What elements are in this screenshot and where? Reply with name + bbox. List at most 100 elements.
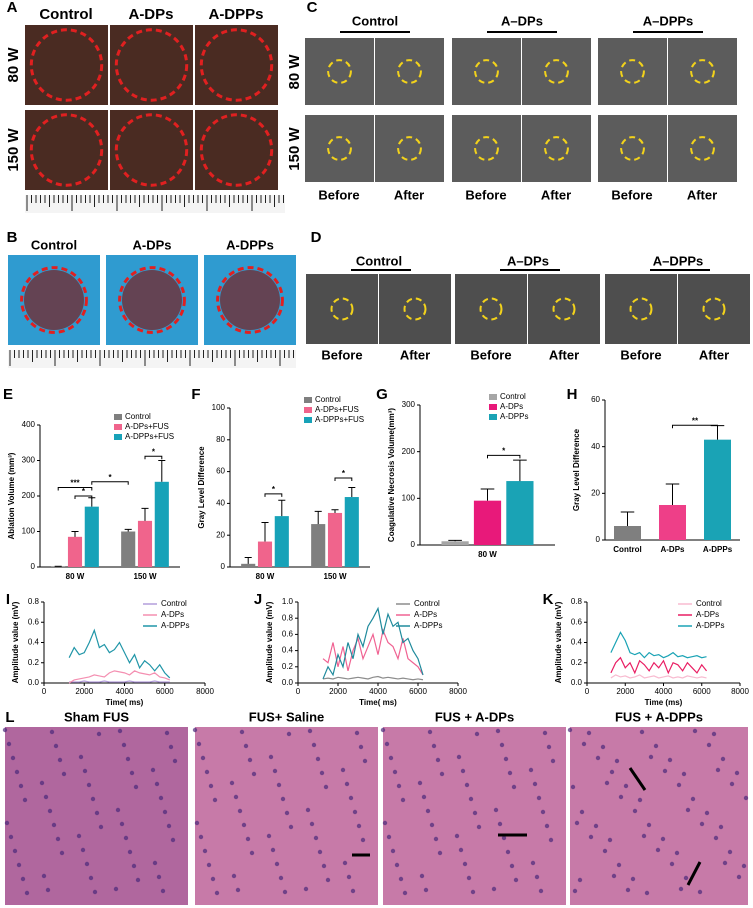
nucleus — [540, 809, 546, 815]
y-tick-label: 400 — [22, 420, 36, 429]
nucleus — [632, 808, 638, 814]
nucleus — [509, 863, 515, 869]
nucleus — [542, 730, 548, 736]
y-axis-label: Gray Level Difference — [572, 428, 581, 511]
nucleus — [713, 835, 719, 841]
x-tick-label: 4000 — [655, 687, 673, 696]
nucleus — [307, 728, 313, 734]
nucleus — [437, 850, 443, 856]
line — [610, 674, 707, 679]
y-tick-label: 0.8 — [282, 613, 294, 622]
y-tick-label: 0 — [596, 535, 601, 544]
image — [195, 110, 278, 190]
nucleus — [168, 744, 174, 750]
panel-letter: L — [5, 709, 14, 726]
phase-label: After — [549, 347, 579, 362]
legend-label: Control — [315, 395, 341, 404]
image — [110, 25, 193, 105]
bar — [659, 505, 686, 540]
phase-label: Before — [620, 347, 661, 362]
legend-swatch — [114, 424, 122, 430]
y-tick-label: 100 — [22, 527, 36, 536]
bar — [274, 516, 289, 567]
y-tick-label: 20 — [591, 488, 600, 497]
y-tick-label: 300 — [22, 456, 36, 465]
nucleus — [417, 780, 423, 786]
y-tick-label: 100 — [402, 493, 416, 502]
error-bar — [314, 510, 322, 525]
y-tick-label: 0.0 — [28, 678, 40, 687]
nucleus — [113, 886, 119, 892]
nucleus — [495, 728, 501, 734]
legend-swatch — [489, 394, 497, 400]
nucleus — [360, 837, 366, 843]
x-tick-label: 6000 — [409, 687, 427, 696]
y-tick-label: 60 — [591, 395, 600, 404]
nucleus — [43, 794, 49, 800]
nucleus — [20, 876, 26, 882]
row-label: 80 W — [286, 54, 303, 90]
nucleus — [212, 797, 218, 803]
y-tick-label: 0 — [221, 562, 226, 571]
region-outline — [118, 266, 186, 334]
y-tick-label: 0.8 — [571, 597, 583, 606]
nucleus — [641, 833, 647, 839]
nucleus — [574, 820, 580, 826]
legend-swatch — [304, 407, 312, 413]
x-tick-label: A-DPs — [660, 545, 685, 554]
panel-letter: G — [376, 386, 388, 403]
nucleus — [384, 741, 390, 747]
image — [379, 274, 451, 344]
nucleus — [325, 877, 331, 883]
error-bar — [261, 521, 269, 542]
panel-letter: J — [254, 591, 262, 608]
nucleus — [593, 823, 599, 829]
nucleus — [706, 742, 712, 748]
nucleus — [241, 822, 247, 828]
nucleus — [611, 873, 617, 879]
bar — [327, 512, 343, 567]
nucleus — [456, 754, 462, 760]
nucleus — [505, 849, 511, 855]
nucleus — [600, 744, 606, 750]
nucleus — [24, 890, 30, 896]
histology-image — [5, 727, 188, 905]
significance-label: * — [82, 487, 86, 496]
error-bar — [665, 483, 680, 505]
nucleus — [692, 728, 698, 734]
nucleus — [685, 807, 691, 813]
legend-swatch — [304, 397, 312, 403]
nucleus — [646, 822, 652, 828]
ruler — [25, 195, 285, 213]
image-title: FUS + A-DPPs — [615, 709, 703, 724]
nucleus — [129, 770, 135, 776]
nucleus — [86, 782, 92, 788]
nucleus — [196, 741, 202, 747]
nucleus — [18, 783, 24, 789]
nucleus — [356, 823, 362, 829]
nucleus — [572, 888, 578, 894]
nucleus — [22, 797, 28, 803]
nucleus — [123, 835, 129, 841]
group-label: A–DPs — [501, 13, 543, 28]
nucleus — [154, 781, 160, 787]
x-tick-label: 80 W — [66, 572, 85, 581]
nucleus — [474, 731, 480, 737]
arrow — [628, 767, 647, 791]
image — [528, 274, 600, 344]
nucleus — [577, 877, 583, 883]
nucleus — [501, 835, 507, 841]
legend-swatch — [489, 414, 497, 420]
nucleus — [92, 889, 98, 895]
tissue — [122, 270, 182, 330]
nucleus — [41, 873, 47, 879]
x-tick-label: 6000 — [693, 687, 711, 696]
legend-label: A-DPs — [500, 402, 523, 411]
group-label: A–DPPs — [653, 253, 704, 268]
bar — [84, 506, 99, 567]
significance-label: *** — [70, 479, 80, 488]
error-bar — [158, 460, 166, 482]
nucleus — [164, 730, 170, 736]
significance-bracket — [74, 495, 93, 499]
y-tick-label: 0.0 — [282, 678, 294, 687]
